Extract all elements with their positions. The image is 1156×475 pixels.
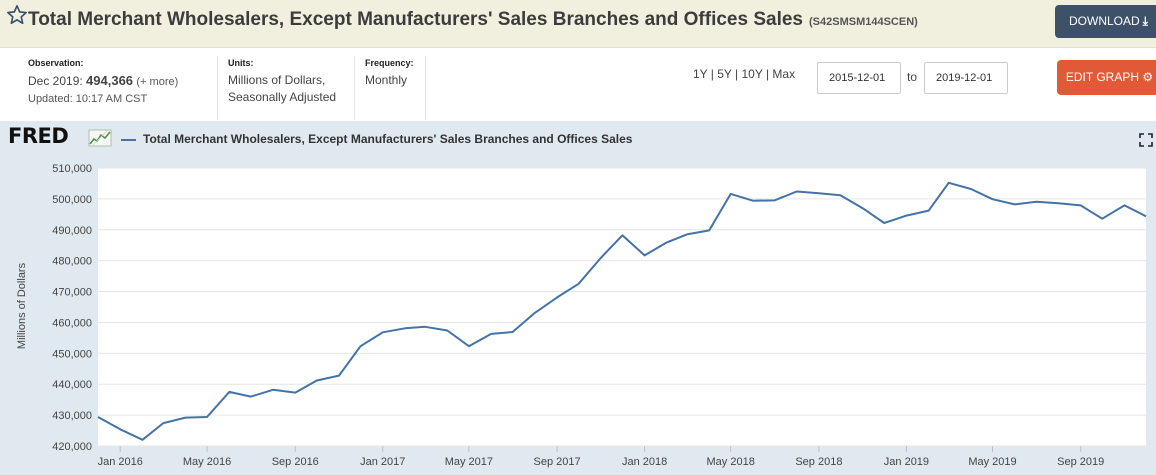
download-button[interactable]: DOWNLOAD ⤓ (1055, 5, 1156, 38)
fullscreen-icon[interactable] (1139, 133, 1153, 147)
y-tick-label: 440,000 (52, 379, 92, 391)
y-tick-label: 420,000 (52, 441, 92, 453)
x-tick-label: Sep 2017 (534, 456, 581, 468)
units-line2: Seasonally Adjusted (228, 90, 337, 104)
edit-graph-label: EDIT GRAPH (1065, 70, 1139, 84)
edit-graph-button[interactable]: EDIT GRAPH ⚙ (1057, 60, 1156, 95)
updated-time: Updated: 10:17 AM CST (28, 93, 148, 105)
x-tick-label: Jan 2017 (360, 456, 405, 468)
y-tick-label: 470,000 (52, 287, 92, 299)
observation-block: Observation: Dec 2019: 494,366 (+ more) … (28, 58, 178, 108)
x-tick-label: Sep 2019 (1057, 456, 1104, 468)
x-tick-label: Sep 2016 (272, 456, 319, 468)
y-tick-label: 500,000 (52, 194, 92, 206)
units-line1: Millions of Dollars, (228, 73, 326, 87)
start-date-input[interactable]: 2015-12-01 (817, 62, 901, 94)
y-tick-label: 450,000 (52, 348, 92, 360)
x-tick-label: Sep 2018 (795, 456, 842, 468)
y-tick-label: 460,000 (52, 317, 92, 329)
x-tick-label: May 2016 (183, 456, 231, 468)
x-tick-label: May 2017 (445, 456, 493, 468)
units-label: Units: (228, 58, 254, 68)
y-axis-label: Millions of Dollars (16, 262, 28, 349)
gear-icon: ⚙ (1142, 70, 1154, 84)
divider (354, 56, 355, 120)
range-links[interactable]: 1Y | 5Y | 10Y | Max (693, 67, 796, 81)
end-date-input[interactable]: 2019-12-01 (924, 62, 1008, 94)
y-tick-label: 510,000 (52, 163, 92, 175)
series-title-block: Total Merchant Wholesalers, Except Manuf… (28, 9, 918, 31)
y-tick-label: 490,000 (52, 225, 92, 237)
observation-period: Dec 2019: (28, 74, 83, 88)
frequency-block: Frequency: Monthly (365, 58, 414, 89)
to-label: to (907, 70, 918, 84)
legend-label: Total Merchant Wholesalers, Except Manuf… (143, 132, 633, 146)
plot-area (98, 168, 1146, 446)
frequency-value: Monthly (365, 73, 408, 87)
series-title: Total Merchant Wholesalers, Except Manuf… (28, 9, 803, 30)
title-bar: Total Merchant Wholesalers, Except Manuf… (0, 0, 1156, 48)
observation-value: 494,366 (86, 73, 134, 88)
series-id: (S42SMSM144SCEN) (809, 16, 918, 28)
divider (217, 56, 218, 120)
download-label: DOWNLOAD (1069, 14, 1140, 28)
units-block: Units: Millions of Dollars, Seasonally A… (228, 58, 336, 106)
divider (425, 56, 426, 120)
download-icon: ⤓ (1142, 14, 1148, 28)
y-tick-label: 480,000 (52, 256, 92, 268)
star-icon[interactable] (6, 4, 28, 26)
fred-graph-icon (88, 129, 112, 147)
observation-label: Observation: (28, 58, 84, 68)
legend-swatch (121, 139, 136, 141)
x-tick-label: Jan 2019 (884, 456, 929, 468)
x-tick-label: May 2018 (707, 456, 755, 468)
fred-logo[interactable]: FRED (8, 124, 69, 148)
x-tick-label: May 2019 (968, 456, 1016, 468)
y-tick-label: 430,000 (52, 410, 92, 422)
x-tick-label: Jan 2016 (98, 456, 143, 468)
series-line[interactable] (97, 181, 1147, 441)
more-link[interactable]: (+ more) (136, 76, 179, 88)
x-tick-label: Jan 2018 (622, 456, 667, 468)
frequency-label: Frequency: (365, 58, 414, 68)
